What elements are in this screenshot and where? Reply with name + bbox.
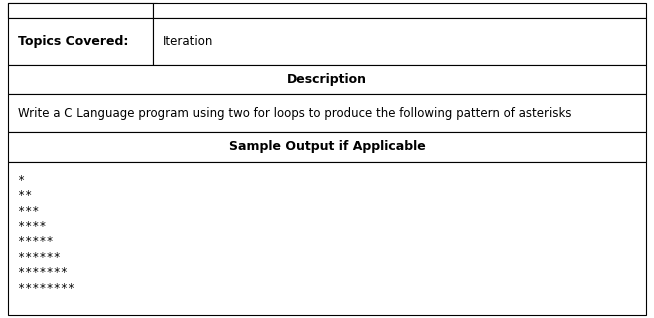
Bar: [154, 3, 646, 18]
Text: **: **: [18, 189, 32, 202]
Text: Topics Covered:: Topics Covered:: [18, 35, 128, 48]
Text: ********: ********: [18, 282, 75, 294]
Text: *: *: [18, 174, 25, 187]
Text: ******: ******: [18, 251, 60, 264]
Text: *****: *****: [18, 235, 53, 248]
Bar: [8, 162, 646, 315]
Bar: [154, 18, 646, 65]
Bar: [8, 132, 646, 162]
Text: Iteration: Iteration: [164, 35, 214, 48]
Text: ****: ****: [18, 220, 46, 233]
Bar: [8, 3, 157, 18]
Bar: [8, 65, 646, 94]
Text: Sample Output if Applicable: Sample Output if Applicable: [229, 140, 425, 153]
Text: Description: Description: [287, 73, 367, 86]
Text: *******: *******: [18, 266, 67, 279]
Bar: [8, 94, 646, 132]
Text: Write a C Language program using two for loops to produce the following pattern : Write a C Language program using two for…: [18, 107, 571, 120]
Bar: [8, 18, 154, 65]
Bar: [8, 3, 154, 18]
Text: ***: ***: [18, 205, 39, 218]
